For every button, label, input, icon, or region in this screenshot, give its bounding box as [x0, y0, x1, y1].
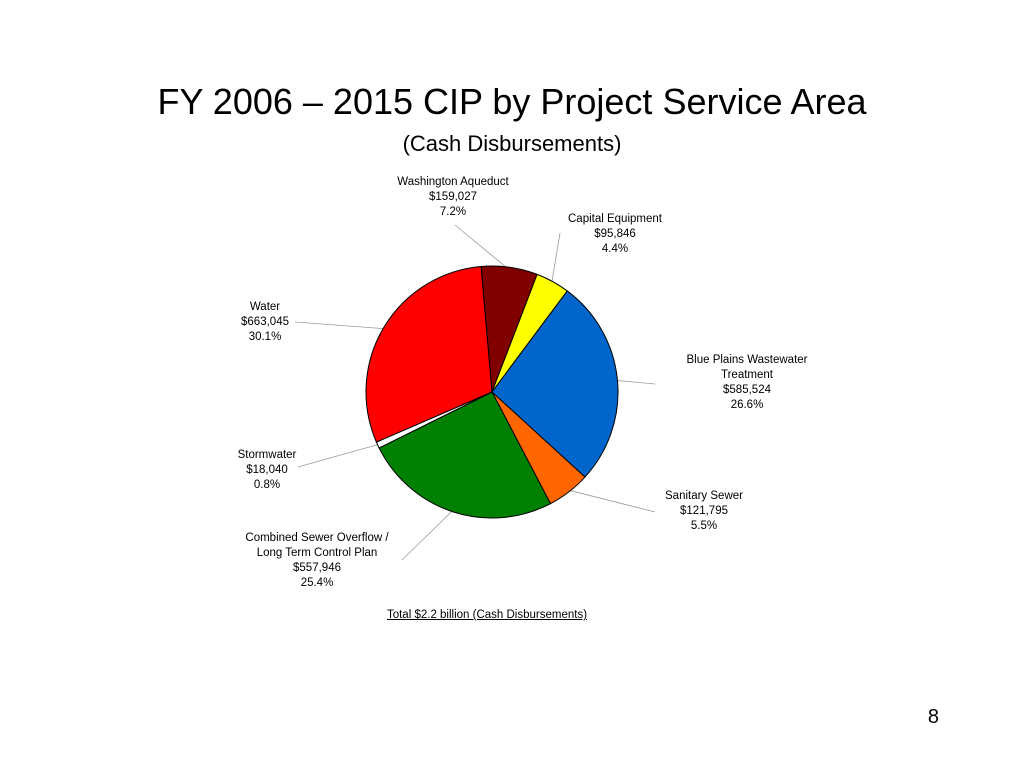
slice-value: $663,045 [241, 316, 289, 328]
leader-line [454, 224, 510, 271]
slice-percent: 7.2% [439, 206, 467, 218]
leader-line [567, 489, 656, 513]
slice-value: $585,524 [723, 384, 771, 396]
pie-slice-blue-plains-wastewater-treatment [491, 290, 619, 478]
slice-name-line-1: Blue Plains Wastewater [686, 354, 808, 366]
leader-line [401, 509, 455, 561]
slice-percent: 30.1% [248, 331, 282, 343]
slide-title: FY 2006 – 2015 CIP by Project Service Ar… [157, 81, 867, 122]
slice-label-capital-equipment: Capital Equipment $95,846 4.4% [555, 212, 675, 257]
slice-name: Capital Equipment [568, 213, 662, 225]
pie-slice-water [365, 265, 493, 443]
slice-percent: 26.6% [730, 399, 764, 411]
slice-value: $159,027 [429, 191, 477, 203]
slice-name: Washington Aqueduct [397, 176, 509, 188]
total-note: Total $2.2 billion (Cash Disbursements) [386, 609, 588, 621]
slice-label-stormwater: Stormwater $18,040 0.8% [222, 448, 312, 493]
slice-value: $95,846 [594, 228, 636, 240]
slice-percent: 5.5% [690, 520, 718, 532]
slice-name-line-2: Treatment [721, 369, 773, 381]
slice-value: $557,946 [293, 562, 341, 574]
slice-value: $18,040 [246, 464, 288, 476]
slice-name: Stormwater [237, 449, 297, 461]
slice-name: Sanitary Sewer [665, 490, 743, 502]
leader-line [294, 321, 386, 330]
slide-subtitle: (Cash Disbursements) [402, 131, 622, 156]
pie-slice-combined-sewer-overflow-long-term-control-plan [378, 391, 551, 519]
pie-slices [365, 265, 619, 519]
slice-name-line-2: Long Term Control Plan [256, 547, 378, 559]
leader-lines [294, 224, 656, 561]
slice-name: Water [249, 301, 281, 313]
slice-label-sanitary-sewer: Sanitary Sewer $121,795 5.5% [649, 489, 759, 534]
slice-name-line-1: Combined Sewer Overflow / [245, 532, 389, 544]
leader-line [297, 443, 381, 468]
slice-label-water: Water $663,045 30.1% [225, 300, 305, 345]
leader-line [614, 379, 656, 385]
slice-value: $121,795 [680, 505, 728, 517]
slice-label-combined-sewer-overflow: Combined Sewer Overflow / Long Term Cont… [232, 531, 402, 591]
slice-percent: 25.4% [300, 577, 334, 589]
leader-line [551, 232, 561, 284]
page-number: 8 [927, 706, 939, 728]
slice-label-washington-aqueduct: Washington Aqueduct $159,027 7.2% [383, 175, 523, 220]
slice-label-blue-plains: Blue Plains Wastewater Treatment $585,52… [667, 353, 827, 413]
slice-percent: 0.8% [253, 479, 281, 491]
slice-percent: 4.4% [601, 243, 629, 255]
